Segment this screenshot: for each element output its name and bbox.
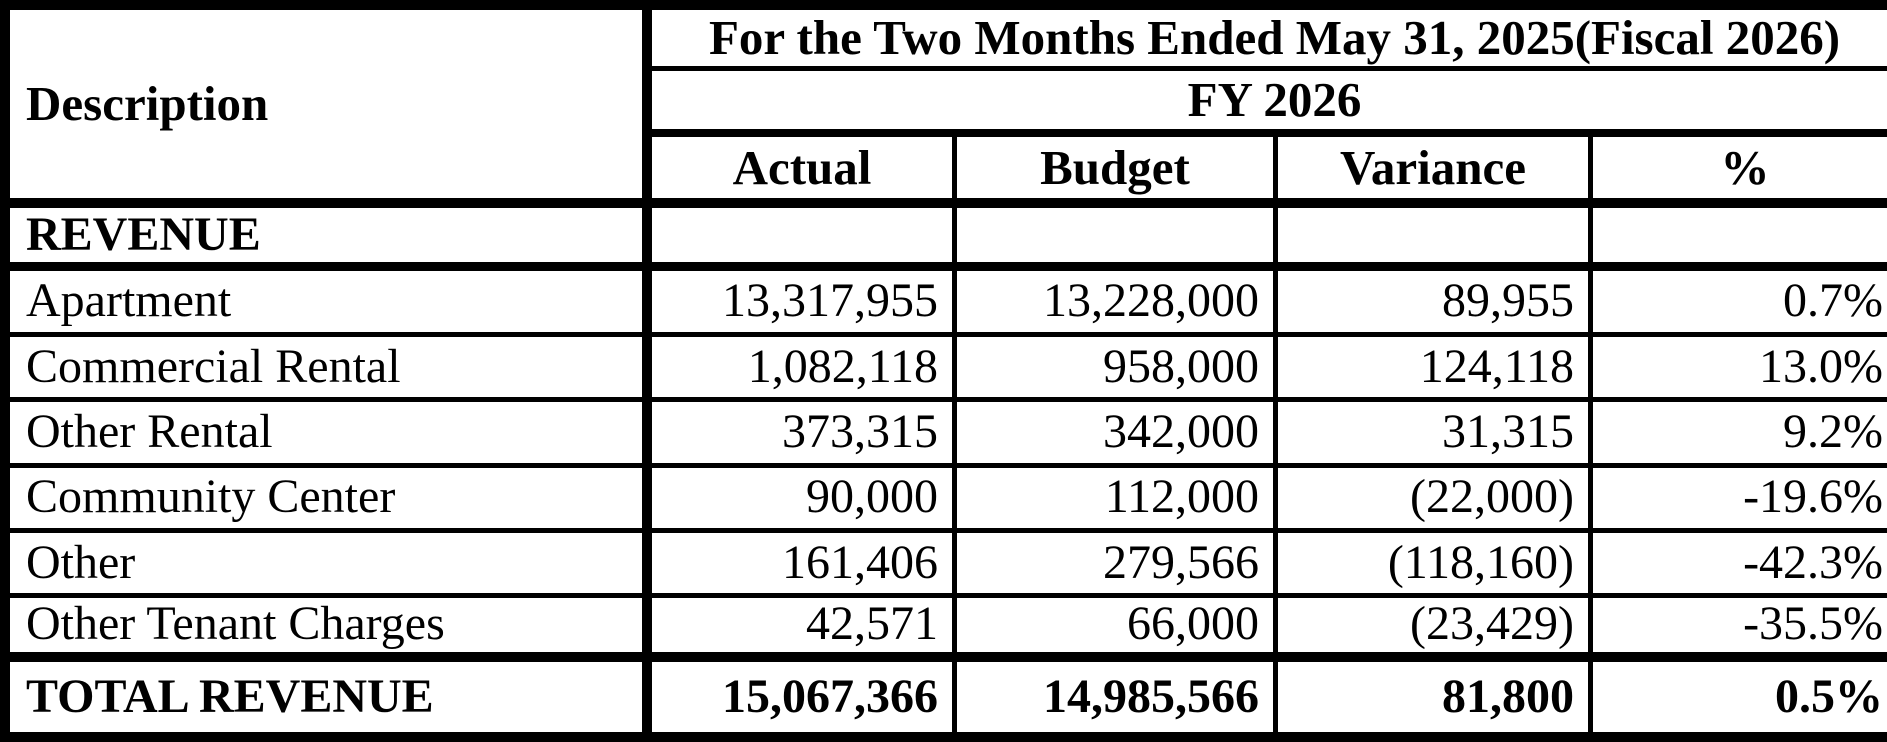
cell-variance: 31,315 — [1278, 402, 1593, 468]
header-row-fiscal-year: FY 2026 — [10, 71, 1887, 137]
cell-percent: 0.7% — [1593, 271, 1887, 337]
cell-percent: -42.3% — [1593, 532, 1887, 599]
cell-description: Other Tenant Charges — [10, 598, 652, 663]
cell-budget: 66,000 — [957, 598, 1278, 663]
table-row-total-revenue: TOTAL REVENUE 15,067,366 14,985,566 81,8… — [10, 662, 1887, 732]
cell-budget: 342,000 — [957, 402, 1278, 468]
table-row-other: Other 161,406 279,566 (118,160) -42.3% — [10, 532, 1887, 599]
cell-budget: 13,228,000 — [957, 271, 1278, 337]
cell-percent: -35.5% — [1593, 598, 1887, 663]
cell-variance: (22,000) — [1278, 467, 1593, 533]
cell-description: Other — [10, 532, 652, 599]
cell-empty — [652, 208, 957, 272]
cell-actual: 42,571 — [652, 598, 957, 663]
cell-actual: 161,406 — [652, 532, 957, 599]
cell-description: Other Rental — [10, 402, 652, 468]
header-row-period: Description For the Two Months Ended May… — [10, 10, 1887, 209]
header-variance: Variance — [1278, 136, 1593, 209]
header-period-title: For the Two Months Ended May 31, 2025(Fi… — [652, 10, 1887, 72]
cell-budget: 112,000 — [957, 467, 1278, 533]
table-row-community-center: Community Center 90,000 112,000 (22,000)… — [10, 467, 1887, 533]
cell-description: Apartment — [10, 271, 652, 337]
cell-variance: (23,429) — [1278, 598, 1593, 663]
table-row-other-tenant-charges: Other Tenant Charges 42,571 66,000 (23,4… — [10, 598, 1887, 663]
total-percent: 0.5% — [1593, 662, 1887, 732]
header-fiscal-year: FY 2026 — [652, 71, 1887, 137]
table-row-commercial-rental: Commercial Rental 1,082,118 958,000 124,… — [10, 336, 1887, 403]
header-actual: Actual — [652, 136, 957, 209]
header-row-columns: Actual Budget Variance % — [10, 136, 1887, 209]
header-percent: % — [1593, 136, 1887, 209]
cell-budget: 958,000 — [957, 336, 1278, 403]
total-actual: 15,067,366 — [652, 662, 957, 732]
cell-actual: 373,315 — [652, 402, 957, 468]
cell-percent: 9.2% — [1593, 402, 1887, 468]
table-row-apartment: Apartment 13,317,955 13,228,000 89,955 0… — [10, 271, 1887, 337]
cell-description: Community Center — [10, 467, 652, 533]
cell-percent: -19.6% — [1593, 467, 1887, 533]
cell-variance: 89,955 — [1278, 271, 1593, 337]
cell-actual: 1,082,118 — [652, 336, 957, 403]
total-budget: 14,985,566 — [957, 662, 1278, 732]
header-budget: Budget — [957, 136, 1278, 209]
cell-variance: 124,118 — [1278, 336, 1593, 403]
section-label: REVENUE — [10, 208, 652, 272]
total-variance: 81,800 — [1278, 662, 1593, 732]
total-label: TOTAL REVENUE — [10, 662, 652, 732]
section-row-revenue: REVENUE — [10, 208, 1887, 272]
header-description: Description — [10, 10, 652, 209]
cell-description: Commercial Rental — [10, 336, 652, 403]
cell-actual: 13,317,955 — [652, 271, 957, 337]
table-row-other-rental: Other Rental 373,315 342,000 31,315 9.2% — [10, 402, 1887, 468]
cell-empty — [957, 208, 1278, 272]
cell-percent: 13.0% — [1593, 336, 1887, 403]
cell-empty — [1278, 208, 1593, 272]
cell-empty — [1593, 208, 1887, 272]
cell-budget: 279,566 — [957, 532, 1278, 599]
cell-variance: (118,160) — [1278, 532, 1593, 599]
cell-actual: 90,000 — [652, 467, 957, 533]
